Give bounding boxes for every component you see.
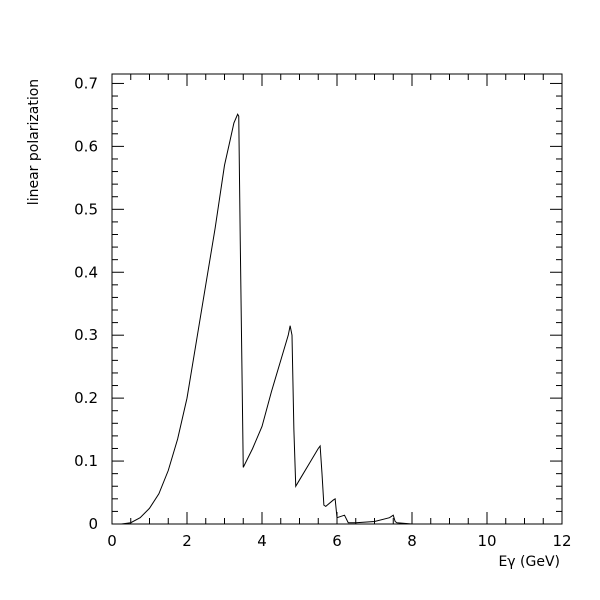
y-axis-label: linear polarization [26, 79, 42, 205]
y-tick-label: 0.6 [74, 137, 98, 155]
x-tick-label: 12 [552, 532, 571, 550]
x-tick-label: 0 [107, 532, 117, 550]
x-tick-label: 4 [257, 532, 267, 550]
plot-frame [111, 73, 563, 525]
y-tick-label: 0.7 [74, 74, 98, 92]
tick-labels: 0 2 4 6 8 10 12 0 0.1 0.2 0.3 0.4 0.5 0.6 0.7 [74, 74, 571, 550]
y-tick-label: 0 [88, 515, 98, 533]
y-tick-label: 0.2 [74, 389, 98, 407]
y-tick-label: 0.3 [74, 326, 98, 344]
series-line [121, 113, 413, 525]
y-tick-label: 0.1 [74, 452, 98, 470]
y-tick-label: 0.4 [74, 263, 98, 281]
x-tick-label: 8 [407, 532, 417, 550]
x-tick-label: 2 [182, 532, 192, 550]
x-tick-label: 10 [477, 532, 496, 550]
y-tick-label: 0.5 [74, 200, 98, 218]
axis-ticks [111, 74, 563, 525]
x-axis-label: Eγ (GeV) [498, 554, 560, 570]
x-tick-label: 6 [332, 532, 342, 550]
